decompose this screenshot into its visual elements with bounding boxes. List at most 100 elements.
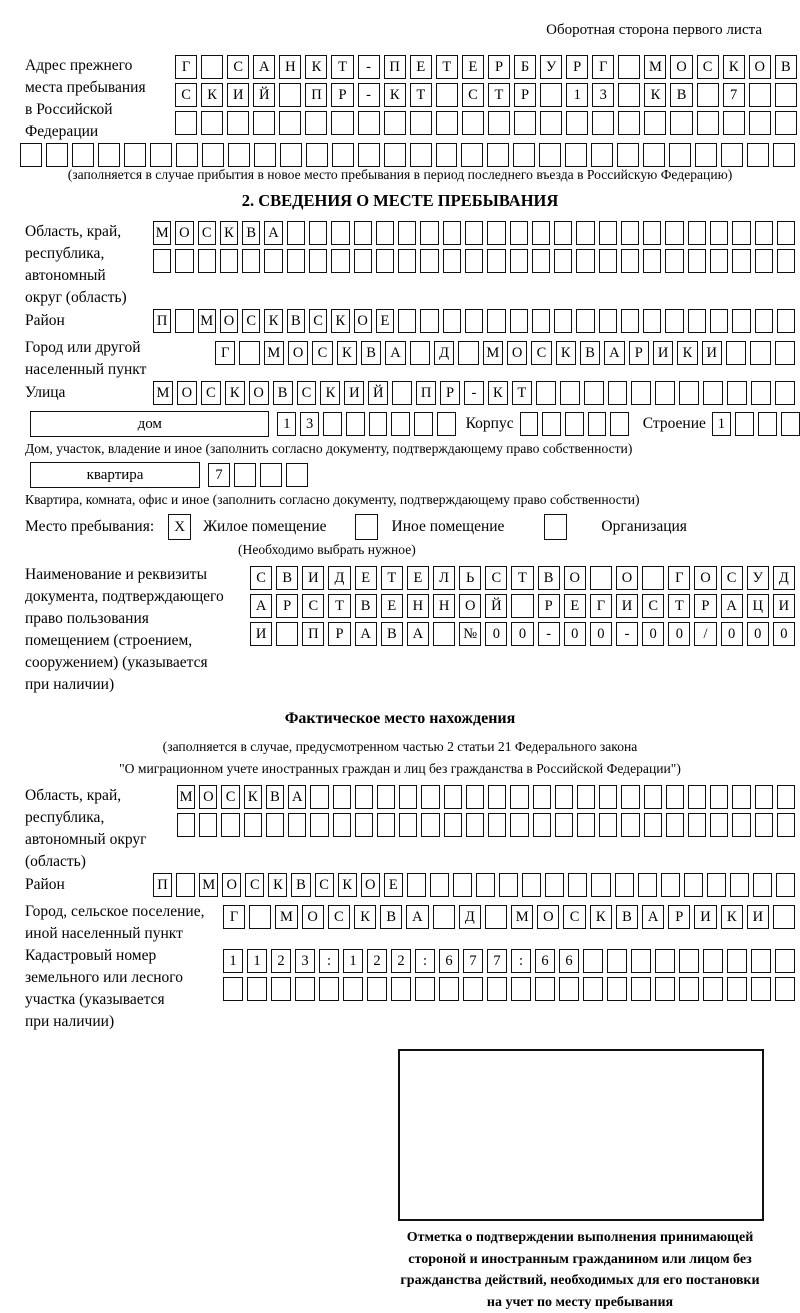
- char-cell[interactable]: [201, 111, 224, 135]
- char-cell[interactable]: М: [197, 309, 216, 333]
- char-cell[interactable]: А: [406, 622, 429, 646]
- char-cell[interactable]: С: [312, 341, 333, 365]
- char-cell[interactable]: [295, 977, 315, 1001]
- char-cell[interactable]: [436, 412, 456, 436]
- char-cell[interactable]: К: [353, 905, 377, 929]
- char-cell[interactable]: [264, 249, 283, 273]
- char-cell[interactable]: /: [694, 622, 717, 646]
- char-cell[interactable]: [566, 111, 589, 135]
- char-cell[interactable]: [734, 412, 754, 436]
- char-cell[interactable]: [310, 813, 329, 837]
- char-cell[interactable]: [591, 873, 611, 897]
- char-cell[interactable]: Р: [331, 83, 354, 107]
- char-cell[interactable]: Д: [772, 566, 795, 590]
- char-cell[interactable]: Е: [383, 873, 403, 897]
- char-cell[interactable]: Й: [485, 594, 508, 618]
- char-cell[interactable]: Р: [440, 381, 460, 405]
- char-cell[interactable]: 3: [300, 412, 320, 436]
- char-cell[interactable]: [406, 873, 426, 897]
- char-cell[interactable]: [679, 977, 699, 1001]
- char-cell[interactable]: [695, 143, 718, 167]
- char-cell[interactable]: [568, 873, 588, 897]
- char-cell[interactable]: Т: [487, 83, 511, 107]
- stay-type-checkbox-organization[interactable]: [544, 514, 568, 540]
- char-cell[interactable]: [510, 785, 529, 809]
- char-cell[interactable]: [484, 905, 508, 929]
- char-cell[interactable]: [591, 143, 614, 167]
- char-cell[interactable]: В: [537, 566, 560, 590]
- char-cell[interactable]: Т: [511, 566, 534, 590]
- char-cell[interactable]: [655, 381, 676, 405]
- char-cell[interactable]: [598, 309, 617, 333]
- char-cell[interactable]: Т: [668, 594, 691, 618]
- char-cell[interactable]: [409, 341, 430, 365]
- char-cell[interactable]: [442, 249, 461, 273]
- char-cell[interactable]: [458, 341, 479, 365]
- char-cell[interactable]: С: [175, 83, 198, 107]
- char-cell[interactable]: 7: [463, 949, 483, 973]
- char-cell[interactable]: [643, 249, 662, 273]
- char-cell[interactable]: 2: [271, 949, 291, 973]
- char-cell[interactable]: -: [357, 55, 380, 79]
- char-cell[interactable]: [398, 249, 417, 273]
- char-cell[interactable]: [286, 249, 305, 273]
- char-cell[interactable]: [688, 785, 707, 809]
- char-cell[interactable]: [509, 249, 528, 273]
- char-cell[interactable]: [542, 412, 561, 436]
- char-cell[interactable]: 1: [247, 949, 267, 973]
- char-cell[interactable]: [687, 221, 707, 245]
- char-cell[interactable]: [354, 785, 373, 809]
- char-cell[interactable]: [199, 813, 218, 837]
- char-cell[interactable]: [665, 785, 685, 809]
- char-cell[interactable]: [776, 249, 796, 273]
- char-cell[interactable]: [509, 221, 528, 245]
- char-cell[interactable]: [776, 873, 796, 897]
- stay-type-checkbox-residential[interactable]: X: [168, 514, 192, 540]
- char-cell[interactable]: [531, 221, 551, 245]
- apartment-widebox[interactable]: квартира: [30, 462, 200, 488]
- char-cell[interactable]: 0: [485, 622, 508, 646]
- char-cell[interactable]: [331, 249, 350, 273]
- char-cell[interactable]: [97, 143, 120, 167]
- char-cell[interactable]: [421, 785, 440, 809]
- char-cell[interactable]: 6: [559, 949, 579, 973]
- char-cell[interactable]: П: [302, 622, 325, 646]
- char-cell[interactable]: 0: [642, 622, 665, 646]
- char-cell[interactable]: В: [774, 55, 797, 79]
- char-cell[interactable]: В: [272, 381, 293, 405]
- char-cell[interactable]: [442, 309, 461, 333]
- char-cell[interactable]: [153, 249, 172, 273]
- char-cell[interactable]: Р: [514, 83, 537, 107]
- char-cell[interactable]: 0: [720, 622, 743, 646]
- char-cell[interactable]: [618, 83, 641, 107]
- char-cell[interactable]: [620, 249, 640, 273]
- char-cell[interactable]: К: [589, 905, 612, 929]
- char-cell[interactable]: С: [200, 381, 221, 405]
- char-cell[interactable]: [773, 143, 796, 167]
- char-cell[interactable]: [710, 813, 729, 837]
- char-cell[interactable]: И: [694, 905, 717, 929]
- char-cell[interactable]: [665, 221, 684, 245]
- char-cell[interactable]: С: [197, 221, 216, 245]
- char-cell[interactable]: [565, 143, 588, 167]
- char-cell[interactable]: О: [563, 566, 586, 590]
- char-cell[interactable]: [607, 949, 627, 973]
- char-cell[interactable]: [279, 143, 302, 167]
- char-cell[interactable]: С: [314, 873, 334, 897]
- char-cell[interactable]: [610, 412, 629, 436]
- char-cell[interactable]: [564, 412, 584, 436]
- char-cell[interactable]: Е: [563, 594, 586, 618]
- char-cell[interactable]: -: [615, 622, 639, 646]
- char-cell[interactable]: [732, 785, 751, 809]
- char-cell[interactable]: Р: [328, 622, 351, 646]
- house-widebox[interactable]: дом: [30, 411, 270, 437]
- char-cell[interactable]: [751, 977, 771, 1001]
- char-cell[interactable]: О: [615, 566, 639, 590]
- char-cell[interactable]: [703, 381, 724, 405]
- char-cell[interactable]: В: [242, 221, 261, 245]
- char-cell[interactable]: В: [380, 622, 403, 646]
- char-cell[interactable]: [476, 873, 496, 897]
- char-cell[interactable]: [376, 813, 396, 837]
- char-cell[interactable]: Н: [279, 55, 302, 79]
- char-cell[interactable]: О: [353, 309, 372, 333]
